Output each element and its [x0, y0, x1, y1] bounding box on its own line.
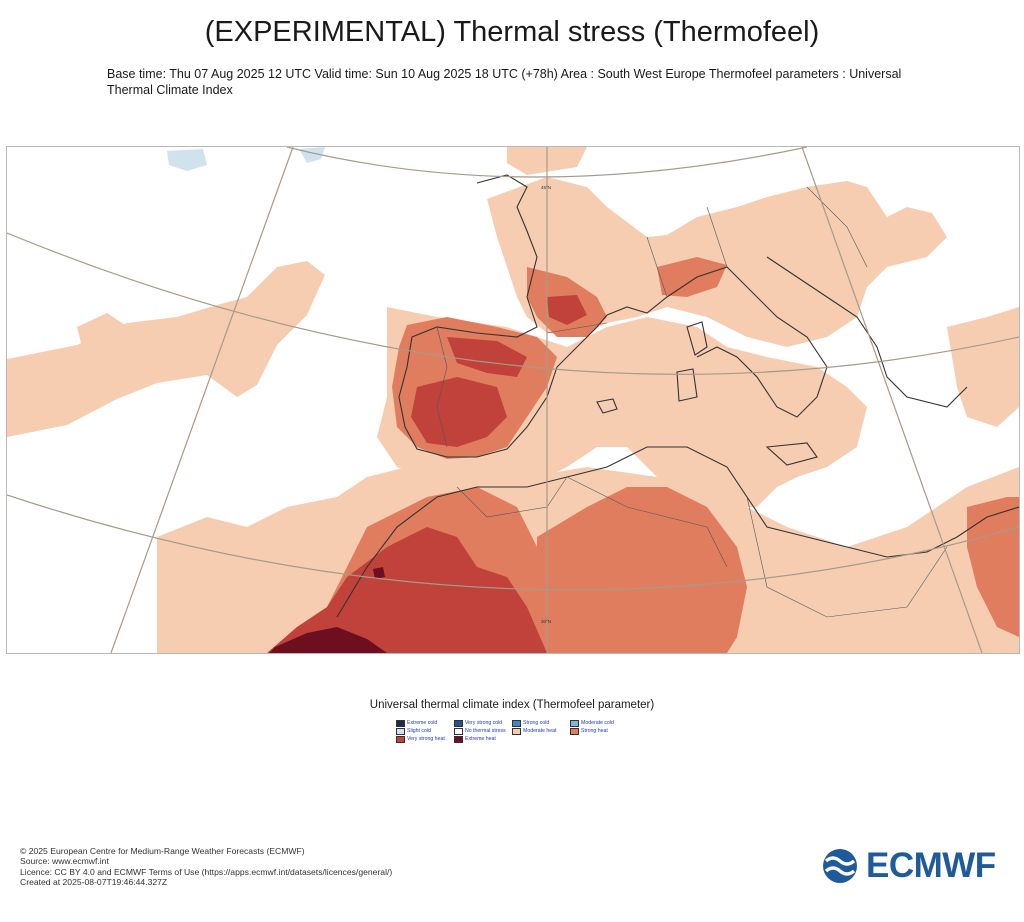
legend-item-strong-heat: Strong heat: [570, 727, 608, 735]
created-line: Created at 2025-08-07T19:46:44.327Z: [20, 877, 168, 888]
country-borders: [436, 186, 948, 618]
very-strong-heat-morocco: [267, 527, 547, 653]
legend-swatch: [454, 719, 463, 727]
legend-swatch: [396, 735, 405, 743]
ecmwf-logo: ECMWF: [818, 846, 996, 886]
moderate-heat-atlantic: [7, 261, 325, 437]
chart-title: (EXPERIMENTAL) Thermal stress (Thermofee…: [204, 16, 820, 48]
moderate-heat-france: [487, 177, 947, 347]
legend-item-moderate-heat: Moderate heat: [512, 727, 556, 735]
source-line: Source: www.ecmwf.int: [20, 856, 109, 867]
legend-item-very-strong-cold: Very strong cold: [454, 719, 502, 727]
legend-swatch: [454, 735, 463, 743]
legend-swatch: [570, 727, 579, 735]
lat-label-45n: 45°N: [541, 185, 551, 190]
strong-heat-alps: [657, 257, 727, 297]
strong-heat-east: [967, 497, 1019, 637]
legend-swatch: [396, 719, 405, 727]
legend-swatch: [396, 727, 405, 735]
very-strong-heat-iberia: [411, 377, 507, 447]
legend-item-extreme-cold: Extreme cold: [396, 719, 437, 727]
legend-item-strong-cold: Strong cold: [512, 719, 549, 727]
legend-item-extreme-heat: Extreme heat: [454, 735, 496, 743]
extreme-heat-area: [269, 627, 387, 653]
moderate-heat-left-ocean: [167, 547, 257, 637]
extreme-heat-spot: [373, 567, 385, 579]
legend-swatch: [570, 719, 579, 727]
ecmwf-logo-icon: [823, 849, 857, 883]
moderate-heat-atlantic-2: [77, 313, 125, 351]
legend-title: Universal thermal climate index (Thermof…: [369, 699, 655, 711]
legend-item-no-thermal-stress: No thermal stress: [454, 727, 506, 735]
legend-item-very-strong-heat: Very strong heat: [396, 735, 445, 743]
legend-item-slight-cold: Slight cold: [396, 727, 431, 735]
legend-item-moderate-cold: Moderate cold: [570, 719, 614, 727]
licence-line: Licence: CC BY 4.0 and ECMWF Terms of Us…: [20, 866, 393, 877]
legend-swatch: [454, 727, 463, 735]
footer-credits: © 2025 European Centre for Medium-Range …: [20, 846, 392, 888]
chart-subtitle: Base time: Thu 07 Aug 2025 12 UTC Valid …: [107, 67, 902, 97]
slight-cold-area: [167, 149, 207, 171]
copyright-line: © 2025 European Centre for Medium-Range …: [20, 846, 305, 856]
graticule: [7, 147, 1019, 653]
coastlines: [336, 174, 1019, 618]
moderate-heat-east: [947, 307, 1019, 427]
map-canvas: 45°N 30°N: [7, 147, 1019, 653]
ecmwf-logo-text: ECMWF: [866, 846, 996, 885]
very-strong-heat-france: [547, 295, 587, 325]
strong-heat-sahara: [537, 487, 747, 653]
legend-swatch: [512, 719, 521, 727]
lat-label-30n: 30°N: [541, 619, 551, 624]
legend-swatch: [512, 727, 521, 735]
thermal-stress-map[interactable]: 45°N 30°N: [6, 146, 1020, 654]
very-strong-heat-iberia-n: [447, 337, 527, 377]
